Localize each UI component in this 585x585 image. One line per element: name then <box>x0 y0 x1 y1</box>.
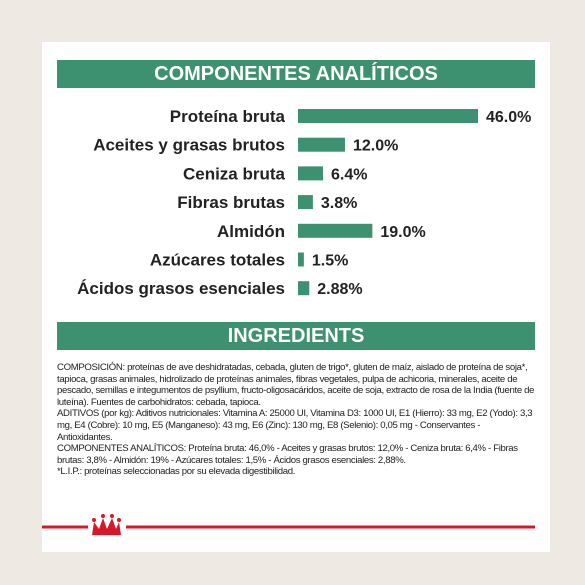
chart: Proteína bruta 46.0% Aceites y grasas brut… <box>77 107 531 298</box>
value-label: 12.0% <box>353 138 398 155</box>
value-label: 1.5% <box>312 253 348 270</box>
paragraph: COMPOSICIÓN: proteínas de ave deshidrata… <box>57 362 535 408</box>
ingredients-title: INGREDIENTS <box>57 322 535 350</box>
category-label: Ácidos grasos esenciales <box>77 279 285 298</box>
value-label: 19.0% <box>380 224 425 241</box>
value-label: 2.88% <box>317 281 362 298</box>
bar <box>298 166 324 181</box>
paragraph: COMPONENTES ANALÍTICOS: Proteína bruta: … <box>57 443 518 466</box>
category-label: Fibras brutas <box>177 193 285 212</box>
value-label: 3.8% <box>321 195 357 212</box>
bar <box>298 109 478 123</box>
ingredients-text: COMPOSICIÓN: proteínas de ave deshidrata… <box>57 362 537 478</box>
paragraph: *L.I.P.: proteínas seleccionadas por su … <box>57 466 296 478</box>
category-label: Almidón <box>217 222 285 241</box>
category-label: Ceniza bruta <box>183 164 286 183</box>
category-label: Aceites y grasas brutos <box>93 136 285 155</box>
bar <box>298 223 373 238</box>
bar <box>298 137 345 152</box>
chart-title: COMPONENTES ANALÍTICOS <box>57 60 535 88</box>
value-label: 6.4% <box>331 166 367 183</box>
bar <box>298 281 310 296</box>
value-label: 46.0% <box>486 109 531 126</box>
category-label: Proteína bruta <box>170 107 286 126</box>
card <box>42 42 550 552</box>
bar <box>298 252 304 267</box>
bar <box>298 195 313 210</box>
category-label: Azúcares totales <box>150 251 285 270</box>
paragraph: ADITIVOS (por kg): Aditivos nutricionale… <box>57 408 533 443</box>
